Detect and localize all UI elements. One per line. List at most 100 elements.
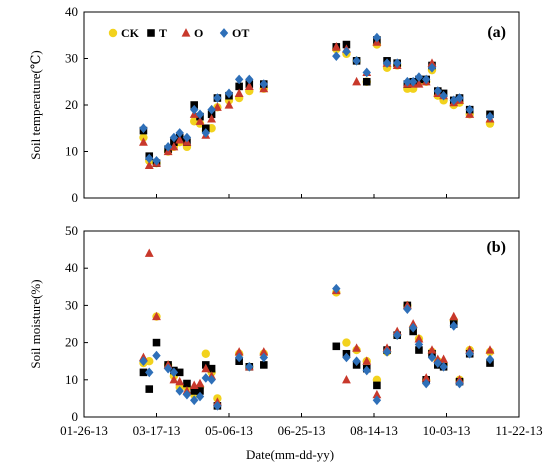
point-b-ot <box>213 401 222 411</box>
y-axis-title-a: Soil temperature(℃) <box>28 50 43 159</box>
point-b-ot <box>207 374 216 385</box>
y-tick-label-b: 20 <box>65 335 78 350</box>
point-a-ot <box>152 155 161 166</box>
point-a-ot <box>427 62 437 73</box>
x-tick-label: 03-17-13 <box>133 423 181 438</box>
point-a-ot <box>382 58 392 68</box>
point-a-t <box>235 82 243 91</box>
point-b-ck <box>342 338 351 347</box>
point-a-o <box>195 116 205 125</box>
point-a-ot <box>175 128 184 138</box>
point-a-ot <box>195 109 205 120</box>
legend-label-o: O <box>194 26 203 40</box>
point-a-ot <box>234 74 244 85</box>
point-a-ot <box>465 104 474 115</box>
point-a-ot <box>372 32 382 43</box>
point-b-o <box>201 363 211 373</box>
point-b-t <box>190 387 198 395</box>
x-tick-label: 06-25-13 <box>278 423 326 438</box>
point-b-ot <box>182 389 192 400</box>
y-tick-label-b: 0 <box>72 409 79 424</box>
point-b-o <box>195 378 205 388</box>
legend-marker-ck <box>108 28 118 38</box>
legend-marker-t <box>147 29 155 37</box>
point-a-ot <box>408 76 418 87</box>
point-a-ot <box>213 93 222 103</box>
point-b-ot <box>382 347 392 357</box>
point-b-ot <box>175 386 184 396</box>
x-tick-label: 01-26-13 <box>60 423 108 438</box>
point-b-o <box>421 373 431 382</box>
point-b-o <box>234 347 244 356</box>
y-tick-label-b: 30 <box>65 297 78 312</box>
y-axis-title-b: Soil moisture(%) <box>28 279 43 368</box>
panel-b-label: (b) <box>486 239 506 256</box>
point-b-t <box>152 338 161 347</box>
legend-marker-ot <box>219 28 229 38</box>
point-b-t <box>332 342 341 351</box>
y-tick-label-a: 30 <box>65 51 78 66</box>
point-b-ot <box>427 352 437 363</box>
y-tick-label-a: 20 <box>65 97 78 112</box>
point-a-o <box>331 42 341 51</box>
point-b-t <box>373 381 381 390</box>
legend-marker-o <box>181 28 191 37</box>
point-b-o <box>152 311 161 321</box>
y-tick-label-a: 0 <box>72 190 79 205</box>
point-a-o <box>207 114 217 123</box>
point-b-ot <box>259 352 268 363</box>
point-a-ot <box>201 128 210 138</box>
y-tick-label-a: 40 <box>65 4 78 19</box>
point-b-o <box>449 311 459 321</box>
point-b-ot <box>190 395 199 406</box>
legend-label-ot: OT <box>232 26 249 40</box>
point-b-ot <box>439 361 448 372</box>
point-b-ot <box>152 350 161 361</box>
point-b-ot <box>433 358 442 368</box>
point-b-ot <box>145 367 154 378</box>
point-a-o <box>169 142 179 151</box>
point-a-ot <box>485 111 495 122</box>
point-a-ot <box>439 90 448 101</box>
point-b-o <box>342 374 351 384</box>
point-a-o <box>212 102 222 111</box>
point-a-o <box>414 79 424 88</box>
point-b-ck <box>201 349 210 358</box>
point-b-o <box>414 334 424 343</box>
point-b-o <box>259 347 269 356</box>
point-b-t <box>207 364 216 373</box>
point-b-t <box>196 387 204 395</box>
panel-b: (b) 0 10 20 30 40 50 01-26-13 03-17-13 05-06-13 0… <box>28 223 543 438</box>
x-axis-title: Date(mm-dd-yy) <box>246 447 334 462</box>
point-b-ot <box>195 391 205 402</box>
point-a-ot <box>224 88 234 99</box>
point-b-o <box>352 343 362 352</box>
point-b-o <box>485 345 495 354</box>
legend-label-ck: CK <box>121 26 140 40</box>
point-a-o <box>144 160 154 170</box>
point-b-ot <box>393 330 402 340</box>
point-b-o <box>427 345 437 354</box>
point-b-ot <box>163 363 173 374</box>
point-a-ot <box>433 86 442 96</box>
point-b-o <box>439 354 449 363</box>
point-b-o <box>372 389 382 399</box>
point-b-t <box>415 346 423 354</box>
point-b-t <box>145 385 154 393</box>
point-b-ot <box>234 352 244 363</box>
point-b-t <box>139 368 148 377</box>
point-b-ot <box>139 356 148 367</box>
point-b-ot <box>403 304 412 314</box>
point-a-ot <box>362 67 371 78</box>
point-a-ot <box>403 76 412 87</box>
point-a-ot <box>145 153 154 164</box>
point-b-ot <box>422 378 431 389</box>
panel-a: (a) 0 10 20 30 40 Soil temperature(℃) CK T O OT <box>28 4 520 205</box>
point-a-ot <box>182 132 192 143</box>
point-a-ot <box>190 104 199 115</box>
point-a-o <box>244 81 254 90</box>
point-a-ot <box>422 74 431 85</box>
x-tick-label: 11-22-13 <box>495 423 542 438</box>
y-tick-label-a: 10 <box>65 144 78 159</box>
